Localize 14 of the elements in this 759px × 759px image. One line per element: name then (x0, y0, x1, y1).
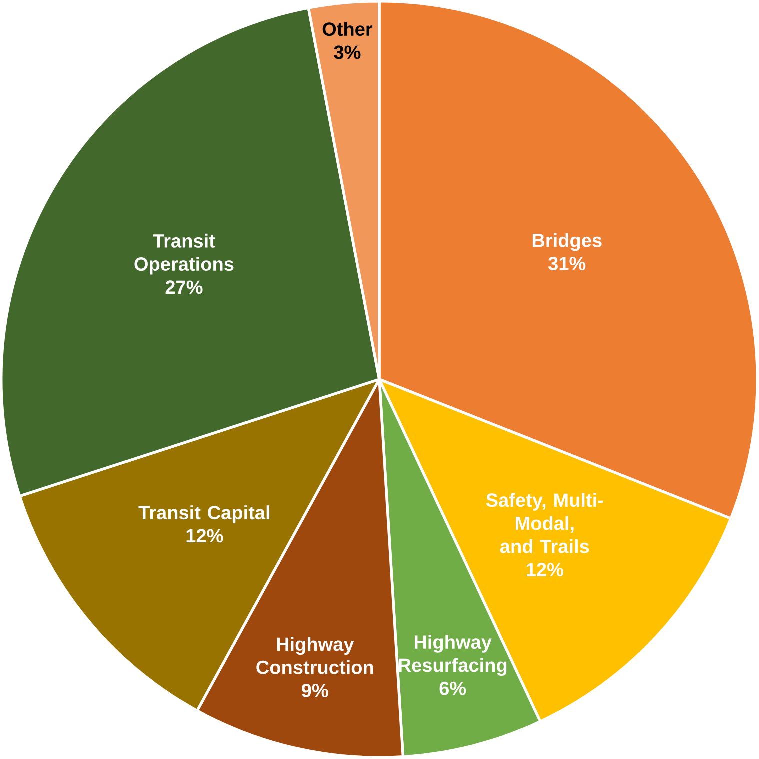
slice-label: Highway Construction (256, 637, 374, 674)
slice-label: Other (322, 22, 373, 36)
slice-label: Transit Capital (138, 506, 270, 524)
data-label: 6% (440, 682, 466, 696)
slice-label: Safety, Multi-Modal, and Trails (486, 493, 604, 554)
slice-label: Transit Operations (134, 234, 234, 275)
data-label: 12% (527, 563, 564, 576)
slice-label: Highway Resurfacing (399, 635, 507, 676)
slice-label: Bridges (532, 233, 602, 252)
data-label: 3% (334, 46, 361, 60)
data-label: 27% (166, 280, 203, 294)
data-label: 31% (548, 256, 586, 271)
data-label: 9% (302, 684, 328, 698)
data-label: 12% (186, 529, 224, 543)
